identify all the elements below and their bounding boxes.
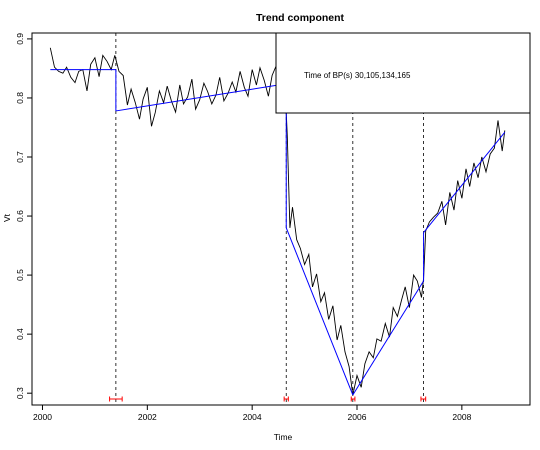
y-tick-label: 0.9 — [15, 33, 25, 45]
fit-segment — [115, 83, 287, 112]
y-tick-label: 0.6 — [15, 210, 25, 222]
legend-label: Time of BP(s) 30,105,134,165 — [304, 71, 411, 80]
x-tick-label: 2004 — [243, 412, 262, 422]
x-tick-label: 2000 — [33, 412, 52, 422]
fit-layer — [50, 69, 506, 396]
x-axis-title: Time — [274, 432, 293, 442]
fit-segment — [352, 280, 425, 396]
ci-layer — [109, 396, 427, 402]
x-tick-label: 2002 — [138, 412, 157, 422]
legend-box — [275, 32, 531, 114]
y-tick-label: 0.3 — [15, 387, 25, 399]
chart-title: Trend component — [256, 12, 345, 24]
y-tick-label: 0.7 — [15, 151, 25, 163]
y-tick-label: 0.8 — [15, 92, 25, 104]
fit-segment — [423, 131, 506, 233]
y-tick-label: 0.5 — [15, 269, 25, 281]
title-layer: Trend component Time Vt — [2, 12, 345, 442]
fit-segment — [285, 227, 354, 396]
x-tick-label: 2006 — [348, 412, 367, 422]
y-tick-label: 0.4 — [15, 328, 25, 340]
x-tick-label: 2008 — [452, 412, 471, 422]
legend: Time of BP(s) 30,105,134,165 — [275, 32, 531, 114]
axes-layer: 2000 2002 2004 2006 2008 0.3 0.4 0.5 0.6 0.7 0.8 0.… — [15, 33, 472, 422]
y-axis-title: Vt — [2, 213, 12, 222]
